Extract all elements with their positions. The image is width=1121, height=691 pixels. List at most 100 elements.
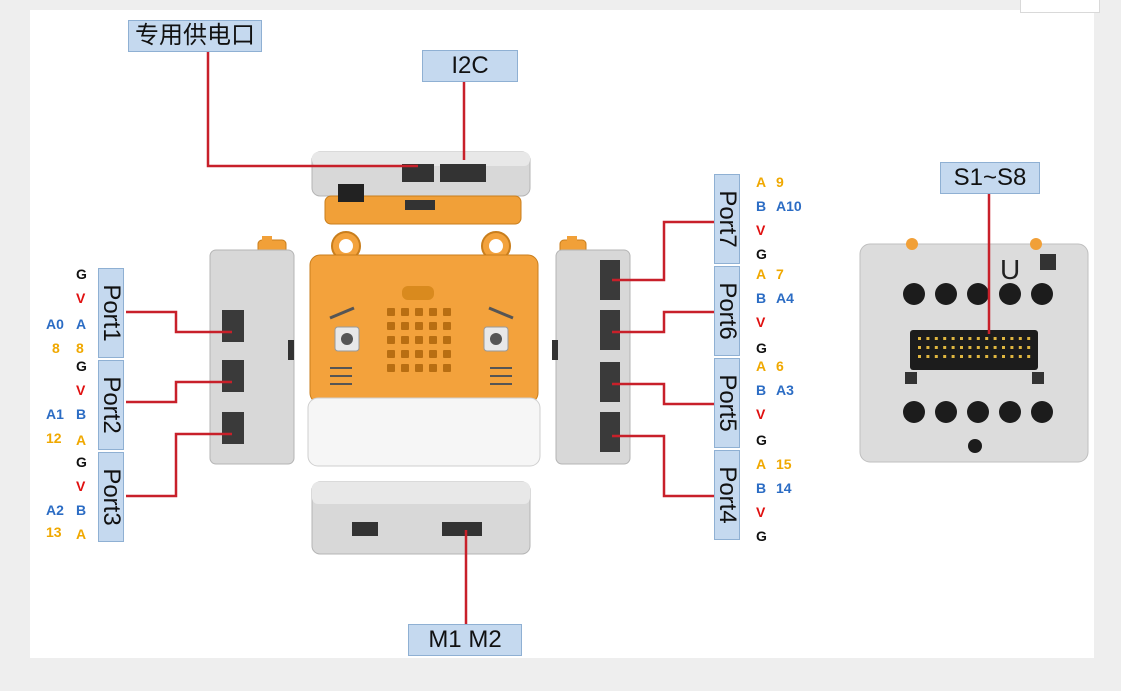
port4-pin-a: A (756, 456, 767, 472)
header-pin (934, 337, 938, 340)
header-pin (1002, 355, 1005, 358)
led (415, 322, 423, 330)
header-pin (918, 346, 921, 349)
left-module (209, 236, 295, 465)
header-pin (926, 337, 930, 340)
port5-label: Port5 (714, 358, 741, 448)
port3-label: Port3 (98, 452, 125, 542)
header-pin (985, 355, 989, 358)
port1-pin-8-right: 8 (76, 340, 84, 356)
port4-pin-v: V (756, 504, 766, 520)
mount-hole (999, 283, 1021, 305)
port2-pin-a: A (76, 432, 87, 448)
led (443, 350, 451, 358)
port1-label: Port1 (98, 268, 125, 358)
header-pin (951, 355, 955, 358)
header-pin (968, 337, 972, 340)
header-pin (951, 346, 955, 349)
port6-pin-v: V (756, 314, 766, 330)
port6-pin-g: G (756, 340, 767, 356)
header-pin (968, 346, 972, 349)
mount-hole (1031, 283, 1053, 305)
port3-pin-g: G (76, 454, 87, 470)
port5-pin-6: 6 (776, 358, 784, 374)
header-pin (968, 355, 972, 358)
servo-holes (903, 283, 1053, 453)
port2-pin-v: V (76, 382, 86, 398)
header-pin (1027, 346, 1031, 349)
header-pin (1018, 355, 1022, 358)
header-pin (943, 355, 947, 358)
header-pin (993, 346, 997, 349)
led (443, 308, 451, 316)
header-pin (1002, 337, 1005, 340)
led (415, 308, 423, 316)
port7-pin-v: V (756, 222, 766, 238)
led (387, 308, 395, 316)
port4-pin-15: 15 (776, 456, 792, 472)
header-pin (960, 355, 963, 358)
header-pin (918, 355, 921, 358)
port1-pin-a: A (76, 316, 87, 332)
mount-hole (1031, 401, 1053, 423)
port3-pin-a2: A2 (46, 502, 64, 518)
led (443, 336, 451, 344)
port5-pin-a: A (756, 358, 767, 374)
port1-pin-g: G (76, 266, 87, 282)
header-pin (993, 337, 997, 340)
led (429, 336, 437, 344)
led (401, 322, 409, 330)
mount-hole (903, 283, 925, 305)
port4-pin-g: G (756, 528, 767, 544)
led (401, 336, 409, 344)
port6-pin-b: B (756, 290, 767, 306)
port6-label: Port6 (714, 266, 741, 356)
port1-pin-a0: A0 (46, 316, 64, 332)
header-pin (926, 346, 930, 349)
port3-pin-v: V (76, 478, 86, 494)
port2-pin-a1: A1 (46, 406, 64, 422)
led (387, 350, 395, 358)
port7-pin-9: 9 (776, 174, 784, 190)
port5-pin-b: B (756, 382, 767, 398)
header-pin (926, 355, 930, 358)
header-pin (976, 337, 980, 340)
port4-pin-14: 14 (776, 480, 792, 496)
port5-pin-a3: A3 (776, 382, 794, 398)
mount-hole (967, 283, 989, 305)
header-pin (1002, 346, 1005, 349)
port7-pin-a10: A10 (776, 198, 802, 214)
header-pin (985, 337, 989, 340)
led (415, 336, 423, 344)
port7-pin-g: G (756, 246, 767, 262)
corner-tab (1020, 0, 1100, 13)
servo-board-mark: U (1000, 254, 1021, 285)
port1-pin-8-left: 8 (52, 340, 60, 356)
mount-hole (935, 283, 957, 305)
port2-label: Port2 (98, 360, 125, 450)
led (443, 322, 451, 330)
led (429, 364, 437, 372)
header-pin (1027, 355, 1031, 358)
led (387, 336, 395, 344)
servo-label: S1~S8 (940, 162, 1040, 194)
header-pin (934, 346, 938, 349)
port2-pin-g: G (76, 358, 87, 374)
port4-pin-b: B (756, 480, 767, 496)
i2c-label: I2C (422, 50, 518, 82)
header-pin (918, 337, 921, 340)
power-port-label: 专用供电口 (128, 20, 262, 52)
led (429, 350, 437, 358)
led (401, 364, 409, 372)
header-pin (943, 337, 947, 340)
led-grid (387, 308, 451, 372)
led (401, 308, 409, 316)
port1-pin-v: V (76, 290, 86, 306)
header-pin (934, 355, 938, 358)
header-pin (960, 346, 963, 349)
leader-lines (126, 48, 991, 628)
led (415, 364, 423, 372)
top-module (311, 151, 531, 225)
header-pin (976, 355, 980, 358)
